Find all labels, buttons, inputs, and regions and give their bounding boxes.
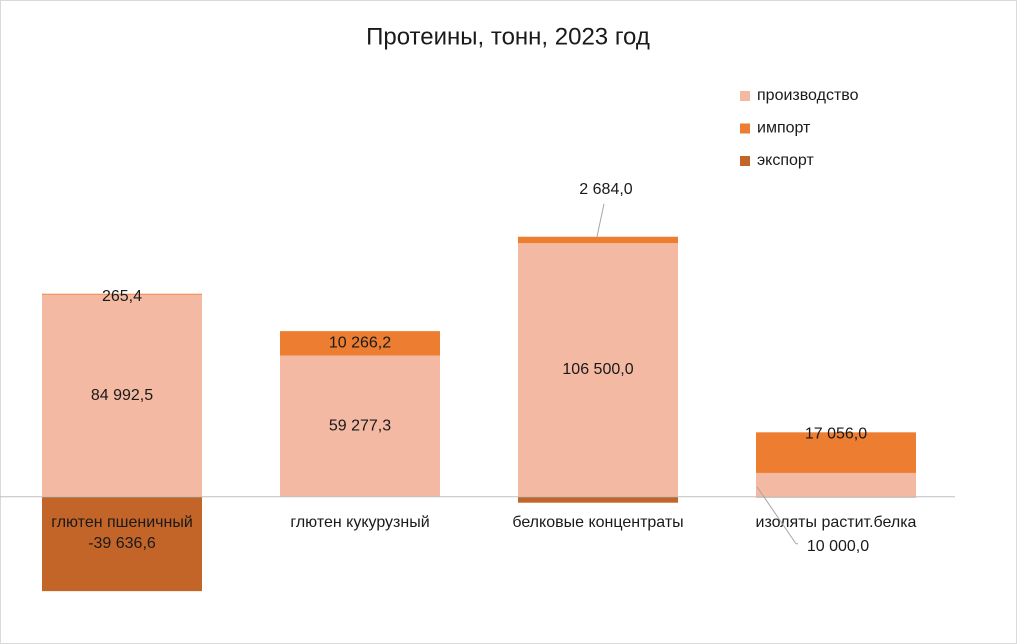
bar-segment xyxy=(518,236,678,244)
legend-swatch xyxy=(740,156,750,166)
legend-swatch xyxy=(740,91,750,101)
bar-segment xyxy=(280,331,440,356)
data-label: 2 684,0 xyxy=(579,181,632,198)
bar-segment xyxy=(518,496,678,503)
chart-title: Протеины, тонн, 2023 год xyxy=(366,23,650,50)
leader-line xyxy=(596,203,605,237)
legend-label: импорт xyxy=(757,120,811,137)
bar-segment xyxy=(280,355,440,497)
data-label: 10 000,0 xyxy=(807,538,869,555)
x-tick-label: глютен кукурузный xyxy=(290,514,429,531)
bar-segment xyxy=(42,293,202,295)
bar-segment xyxy=(518,243,678,497)
bar-segment xyxy=(42,294,202,497)
bar-segment xyxy=(42,496,202,592)
data-label: 265,4 xyxy=(102,288,142,305)
bar-segment xyxy=(756,432,916,473)
legend-swatch xyxy=(740,123,750,134)
data-label: 17 056,0 xyxy=(805,426,867,443)
data-label: 10 266,2 xyxy=(329,335,391,352)
data-label: 84 992,5 xyxy=(91,387,153,404)
data-label: -39 636,6 xyxy=(88,535,156,552)
data-label: 106 500,0 xyxy=(562,361,633,378)
legend-label: производство xyxy=(757,87,859,104)
x-tick-label: изоляты растит.белка xyxy=(756,514,917,531)
x-tick-label: белковые концентраты xyxy=(512,514,683,531)
leader-line xyxy=(756,486,797,545)
data-label: 59 277,3 xyxy=(329,417,391,434)
bar-segment xyxy=(756,472,916,497)
legend-label: экспорт xyxy=(757,152,814,169)
x-tick-label: глютен пшеничный xyxy=(51,514,193,531)
